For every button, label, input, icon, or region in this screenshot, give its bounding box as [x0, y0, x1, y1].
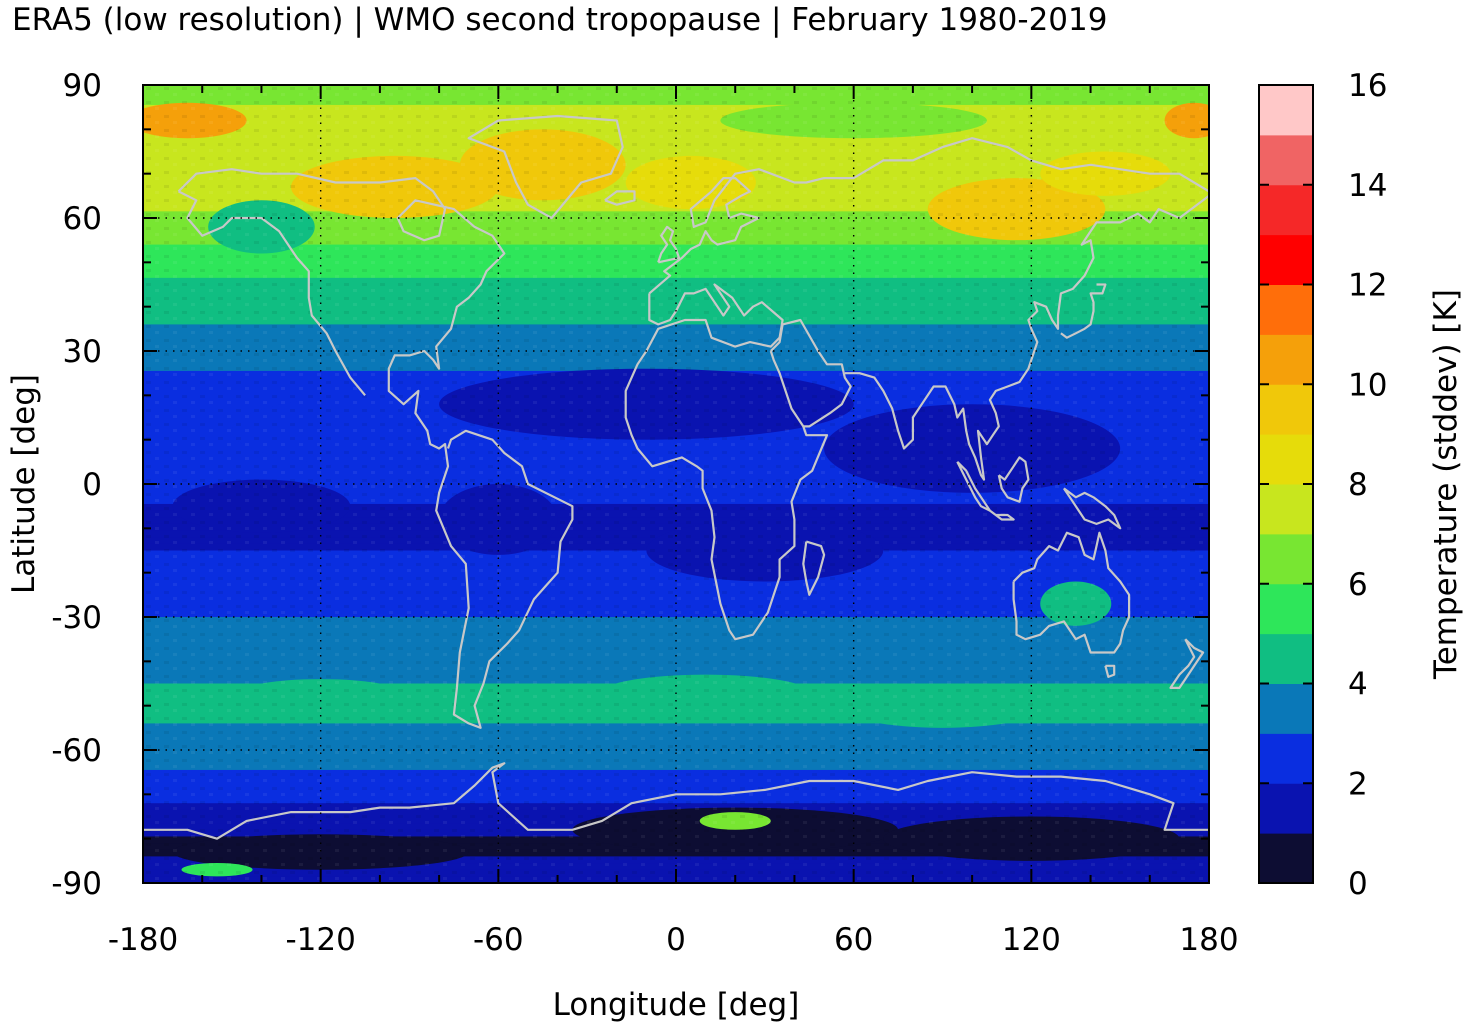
colorbar-segment	[1259, 384, 1313, 435]
colorbar-segment	[1259, 633, 1313, 684]
coastline	[1169, 638, 1205, 689]
coastline	[648, 137, 1209, 295]
y-tick-label: -30	[51, 600, 102, 636]
colorbar-tick-label: 4	[1348, 667, 1368, 703]
coastline	[467, 114, 624, 220]
colorbar-segment	[1259, 184, 1313, 236]
coastline	[604, 190, 636, 206]
colorbar-segment	[1259, 833, 1313, 884]
colorbar-tick-label: 6	[1348, 567, 1368, 603]
colorbar-tick-label: 0	[1348, 866, 1368, 902]
coastline	[844, 194, 1209, 481]
colorbar-segment	[1259, 234, 1313, 285]
chart-title: ERA5 (low resolution) | WMO second tropo…	[12, 2, 1108, 38]
colorbar-segment	[1259, 85, 1313, 136]
colorbar-segment	[1259, 334, 1313, 385]
colorbar-segment	[1259, 583, 1313, 635]
colorbar-segment	[1259, 484, 1313, 535]
coastline	[770, 318, 852, 428]
coastline	[1104, 664, 1116, 678]
coastline	[657, 225, 681, 264]
x-tick-label: 0	[666, 922, 686, 958]
coastline	[956, 461, 1015, 521]
colorbar-tick-labels: 0 2 4 6 8 10 12 14 16	[1348, 68, 1387, 902]
coastlines	[143, 114, 1209, 840]
coastline	[997, 456, 1030, 503]
colorbar	[1259, 84, 1313, 884]
x-tick-label: 120	[1002, 922, 1061, 958]
x-axis-label: Longitude [deg]	[553, 987, 800, 1023]
colorbar-tick-label: 8	[1348, 467, 1368, 503]
y-tick-label: 0	[82, 467, 102, 503]
colorbar-label: Temperature (stddev) [K]	[1428, 289, 1464, 680]
colorbar-tick-label: 12	[1348, 268, 1387, 304]
coastline	[143, 762, 1209, 840]
colorbar-tick-label: 16	[1348, 68, 1387, 104]
colorbar-segment	[1259, 284, 1313, 335]
y-tick-label: 30	[63, 334, 102, 370]
colorbar-tick-label: 2	[1348, 766, 1368, 802]
colorbar-segment	[1259, 533, 1313, 585]
x-tick-label: -120	[285, 922, 355, 958]
x-tick-label: -60	[473, 922, 524, 958]
colorbar-segment	[1259, 733, 1313, 784]
colorbar-tick-label: 14	[1348, 168, 1387, 204]
y-tick-label: 90	[63, 68, 102, 104]
colorbar-segment	[1259, 683, 1313, 734]
y-tick-labels: 90 60 30 0 -30 -60 -90	[51, 68, 102, 902]
y-tick-label: -60	[51, 733, 102, 769]
coastline	[178, 190, 366, 397]
x-tick-label: 180	[1179, 922, 1238, 958]
y-axis-label: Latitude [deg]	[6, 374, 42, 594]
colorbar-tick-label: 10	[1348, 367, 1387, 403]
coastline	[1060, 283, 1107, 339]
x-tick-label: 60	[834, 922, 873, 958]
gridlines	[143, 85, 1209, 883]
colorbar-segment	[1259, 434, 1313, 485]
coastline	[1062, 487, 1122, 530]
y-tick-label: -90	[51, 866, 102, 902]
x-tick-labels: -180 -120 -60 0 60 120 180	[108, 922, 1239, 958]
coastline	[177, 168, 574, 729]
colorbar-segment	[1259, 783, 1313, 834]
coastline	[802, 540, 826, 596]
y-tick-label: 60	[63, 201, 102, 237]
colorbar-segment	[1259, 134, 1313, 186]
colorbar-frame	[1258, 84, 1314, 884]
coastline	[1012, 531, 1131, 654]
axis-ticks	[142, 84, 1210, 884]
x-tick-label: -180	[108, 922, 178, 958]
coastline	[624, 283, 829, 641]
